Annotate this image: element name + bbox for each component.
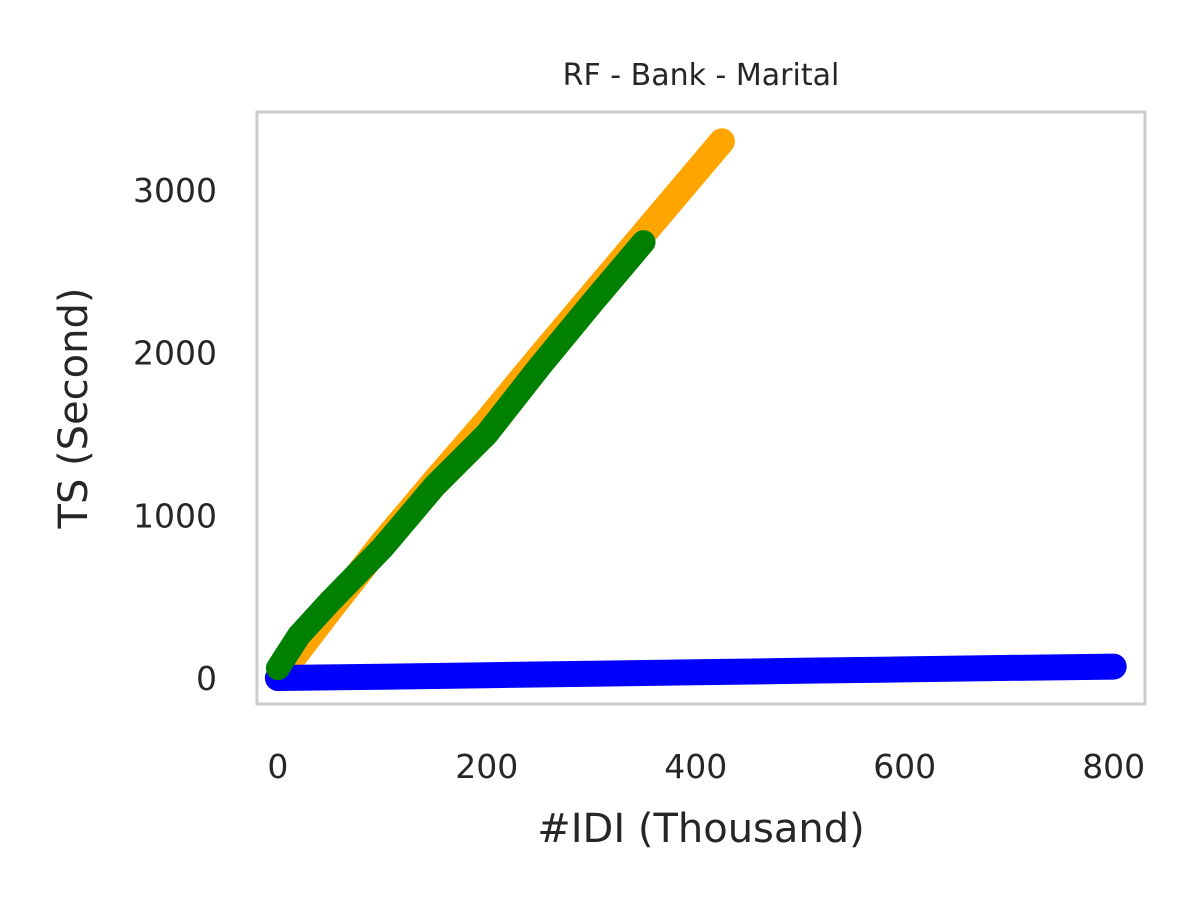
y-tick-label: 2000 — [133, 334, 217, 373]
x-axis-label: #IDI (Thousand) — [537, 806, 865, 852]
y-tick-label: 3000 — [133, 171, 217, 210]
plot-background — [257, 112, 1145, 704]
series-line-2 — [264, 653, 1127, 691]
x-tick-label: 800 — [1082, 747, 1145, 786]
x-tick-label: 400 — [664, 747, 727, 786]
x-axis-ticks: 0 200 400 600 800 — [267, 747, 1145, 786]
y-tick-label: 0 — [196, 659, 217, 698]
series-layer — [264, 128, 1127, 691]
chart-title: RF - Bank - Marital — [563, 58, 840, 93]
x-tick-label: 0 — [267, 747, 288, 786]
x-tick-label: 600 — [873, 747, 936, 786]
y-axis-label: TS (Second) — [51, 288, 97, 530]
x-tick-label: 200 — [455, 747, 518, 786]
plot-frame — [255, 110, 1147, 706]
y-tick-label: 1000 — [133, 496, 217, 535]
series-line-3 — [265, 230, 656, 681]
y-axis-ticks: 0 1000 2000 3000 — [133, 171, 217, 698]
